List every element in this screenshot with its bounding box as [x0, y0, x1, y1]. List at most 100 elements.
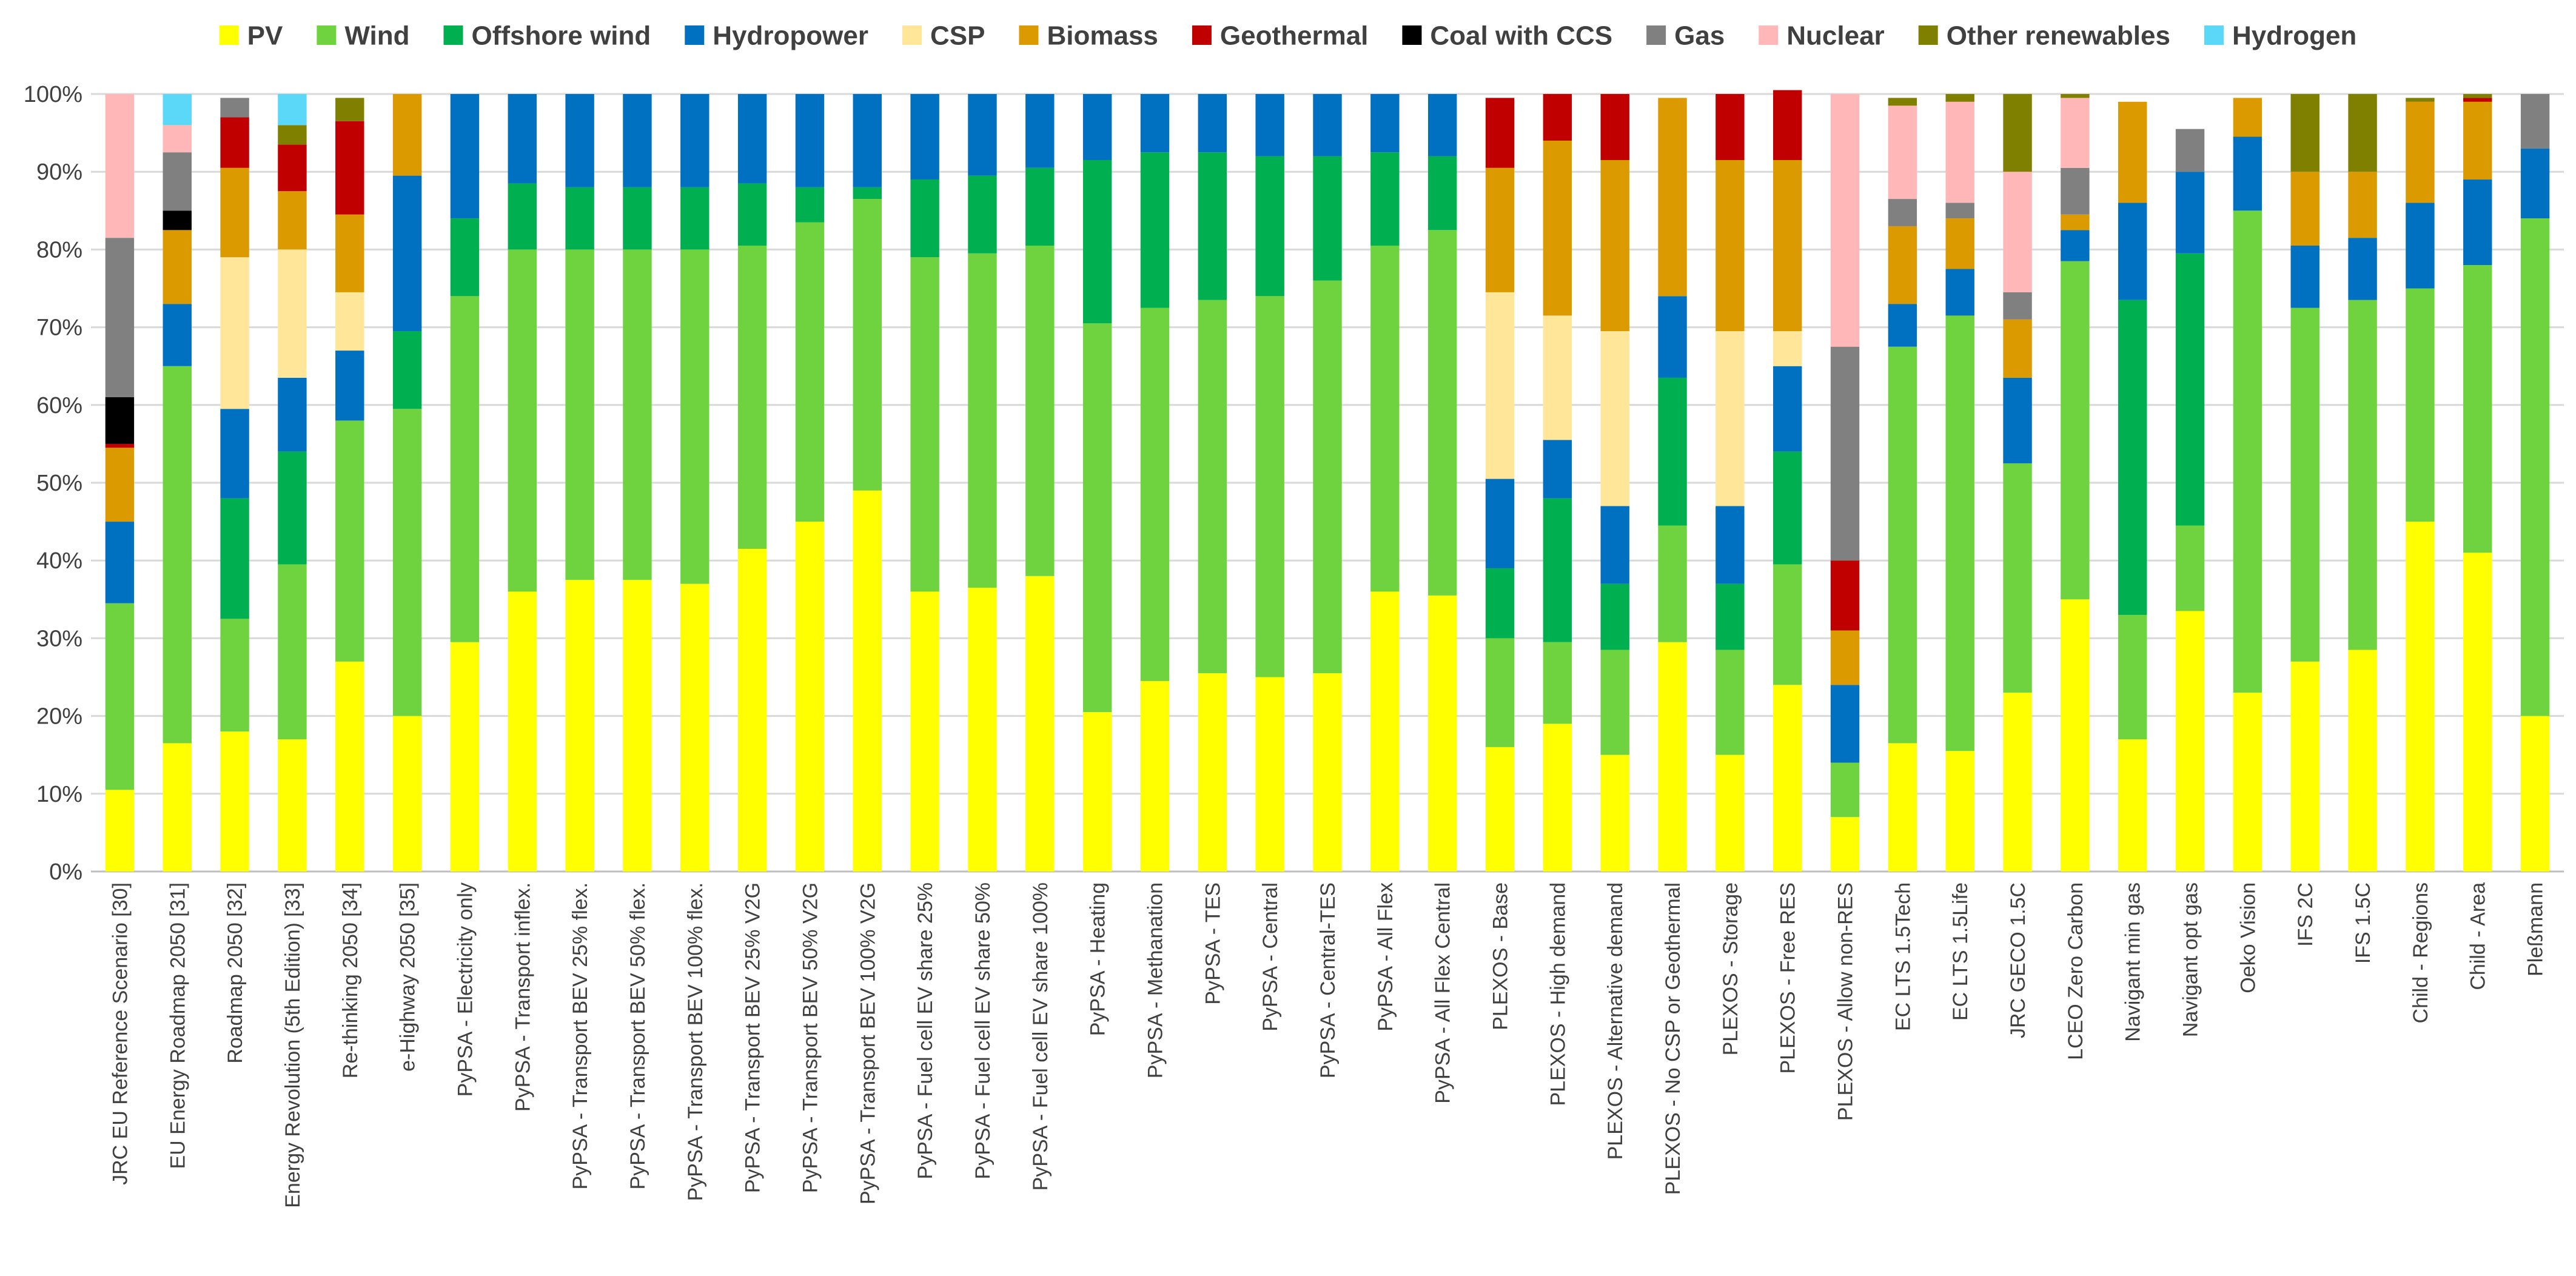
legend-swatch-geothermal	[1192, 25, 1212, 45]
x-tick-label: JRC GECO 1.5C	[2007, 882, 2030, 1038]
bar-segment-hydropower	[508, 94, 537, 184]
x-tick-label: PyPSA - Central	[1259, 882, 1282, 1032]
bar-segment-pv	[1945, 751, 1974, 871]
bar-segment-biomass	[2463, 101, 2492, 180]
bar-segment-nuclear	[1888, 106, 1917, 200]
x-tick-label: PLEXOS - Base	[1489, 882, 1512, 1030]
bar-segment-biomass	[278, 191, 307, 250]
bar-segment-pv	[565, 580, 594, 871]
legend-swatch-wind	[317, 25, 337, 45]
bar-segment-biomass	[1773, 160, 1802, 332]
bar-segment-other-renewables	[335, 98, 364, 121]
bar-segment-wind	[680, 249, 709, 584]
x-tick-label: PyPSA - TES	[1201, 882, 1224, 1005]
bar-segment-csp	[220, 257, 249, 409]
x-tick-label: LCEO Zero Carbon	[2064, 882, 2087, 1060]
bar-segment-csp	[278, 249, 307, 378]
bar-segment-other-renewables	[1945, 94, 1974, 102]
bar-segment-gas	[1830, 346, 1860, 561]
bar-segment-offshore-wind	[392, 331, 422, 409]
legend-label-hydrogen: Hydrogen	[2232, 21, 2356, 50]
x-tick-label: PyPSA - Transport BEV 25% V2G	[742, 882, 765, 1193]
y-tick-label: 50%	[36, 471, 82, 496]
x-tick-label: PyPSA - Transport BEV 50% V2G	[799, 882, 822, 1193]
x-tick-label: IFS 2C	[2294, 882, 2317, 947]
bar-segment-other-renewables	[2406, 98, 2435, 102]
bar-segment-other-renewables	[278, 125, 307, 145]
legend-label-wind: Wind	[344, 21, 409, 50]
bar-segment-pv	[910, 591, 939, 871]
x-tick-label: PyPSA - Transport BEV 50% flex.	[626, 882, 649, 1189]
bar-segment-pv	[392, 716, 422, 871]
bar-segment-nuclear	[163, 125, 192, 153]
bar-segment-hydropower	[1716, 506, 1745, 584]
bar-segment-biomass	[1485, 167, 1515, 292]
bar-segment-hydropower	[623, 94, 652, 187]
bar-segment-biomass	[1543, 140, 1572, 316]
bar-segment-biomass	[105, 448, 135, 522]
bar-segment-geothermal	[278, 144, 307, 192]
bar-segment-biomass	[2406, 101, 2435, 203]
bar-segment-offshore-wind	[1658, 377, 1687, 526]
bar-segment-wind	[1716, 650, 1745, 755]
x-tick-label: PyPSA - Heating	[1087, 882, 1110, 1036]
bar-segment-pv	[2290, 661, 2319, 871]
x-tick-label: PyPSA - Transport BEV 100% V2G	[856, 882, 879, 1204]
bar-segment-pv	[2406, 522, 2435, 871]
bar-segment-offshore-wind	[565, 187, 594, 250]
x-tick-label: Oeko Vision	[2236, 882, 2259, 993]
y-tick-label: 60%	[36, 393, 82, 418]
bar-segment-hydropower	[105, 522, 135, 603]
bar-segment-geothermal	[220, 117, 249, 168]
bar-segment-gas	[220, 98, 249, 118]
x-tick-label: PLEXOS - Alternative demand	[1604, 882, 1627, 1160]
bar-segment-wind	[2348, 300, 2377, 650]
bar-segment-pv	[795, 522, 825, 871]
bar-segment-offshore-wind	[450, 218, 480, 297]
bar-segment-hydrogen	[278, 94, 307, 126]
bar-segment-pv	[1140, 680, 1170, 871]
bars	[105, 90, 2550, 871]
legend-label-coal-with-ccs: Coal with CCS	[1430, 21, 1612, 50]
legend-swatch-csp	[902, 25, 922, 45]
x-tick-label: PyPSA - All Flex Central	[1432, 882, 1455, 1104]
x-axis: JRC EU Reference Scenario [30] EU Energy …	[109, 882, 2547, 1208]
bar-segment-wind	[508, 249, 537, 592]
bar-segment-hydropower	[1198, 94, 1227, 153]
bar-segment-offshore-wind	[1082, 160, 1112, 324]
bar-segment-biomass	[392, 94, 422, 176]
bar-segment-wind	[1255, 296, 1284, 677]
x-tick-label: PLEXOS - High demand	[1546, 882, 1569, 1106]
bar-segment-wind	[105, 603, 135, 790]
bar-segment-wind	[1370, 245, 1400, 592]
bar-segment-hydropower	[335, 351, 364, 421]
x-tick-label: PyPSA - Transport BEV 25% flex.	[569, 882, 592, 1189]
x-tick-label: Roadmap 2050 [32]	[224, 882, 247, 1064]
x-tick-label: Navigant min gas	[2122, 882, 2145, 1042]
legend-swatch-offshore-wind	[443, 25, 463, 45]
legend-swatch-hydropower	[685, 25, 705, 45]
bar-segment-wind	[795, 222, 825, 522]
bar-segment-offshore-wind	[220, 498, 249, 619]
bar-segment-nuclear	[2003, 172, 2032, 292]
bar-segment-hydropower	[1658, 296, 1687, 378]
bar-segment-hydropower	[1888, 304, 1917, 347]
bar-segment-csp	[1543, 315, 1572, 440]
bar-segment-gas	[1945, 203, 1974, 219]
bar-segment-biomass	[1658, 98, 1687, 297]
legend-label-nuclear: Nuclear	[1786, 21, 1884, 50]
bar-segment-pv	[163, 743, 192, 871]
bar-segment-geothermal	[1485, 98, 1515, 168]
bar-segment-pv	[2118, 739, 2147, 871]
bar-segment-hydropower	[2175, 172, 2205, 254]
bar-segment-geothermal	[1716, 94, 1745, 160]
y-tick-label: 90%	[36, 160, 82, 185]
x-tick-label: PyPSA - Central-TES	[1317, 882, 1340, 1078]
legend-swatch-gas	[1646, 25, 1666, 45]
bar-segment-pv	[1716, 754, 1745, 871]
bar-segment-pv	[1830, 817, 1860, 871]
x-tick-label: PLEXOS - Free RES	[1777, 882, 1800, 1074]
bar-segment-geothermal	[1773, 90, 1802, 160]
y-tick-label: 100%	[24, 82, 82, 107]
